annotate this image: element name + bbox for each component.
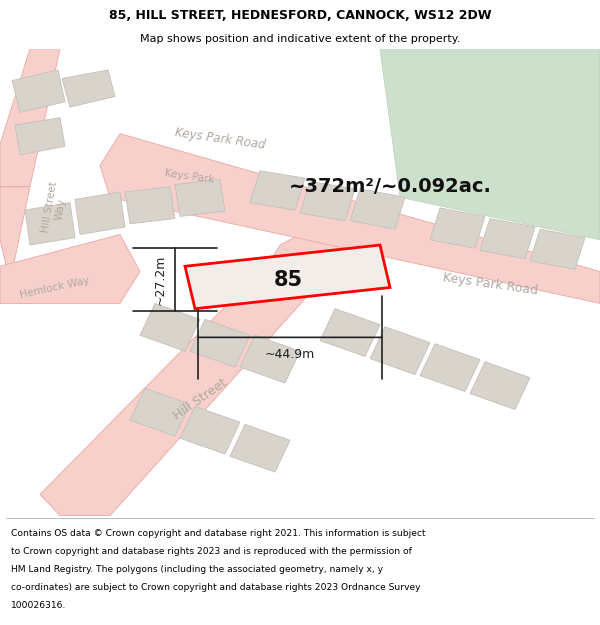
- Polygon shape: [300, 181, 355, 221]
- Polygon shape: [530, 229, 585, 269]
- Polygon shape: [230, 424, 290, 472]
- Text: to Crown copyright and database rights 2023 and is reproduced with the permissio: to Crown copyright and database rights 2…: [11, 547, 412, 556]
- Text: Hemlock Way: Hemlock Way: [19, 275, 91, 300]
- Polygon shape: [25, 202, 75, 245]
- Polygon shape: [380, 49, 600, 240]
- Text: ~372m²/~0.092ac.: ~372m²/~0.092ac.: [289, 177, 491, 196]
- Polygon shape: [480, 219, 535, 259]
- Polygon shape: [370, 327, 430, 374]
- Text: Keys Park Road: Keys Park Road: [174, 126, 266, 152]
- Text: Hill Street
Way: Hill Street Way: [40, 181, 70, 235]
- Text: Keys Park Road: Keys Park Road: [442, 271, 538, 298]
- Polygon shape: [240, 335, 300, 383]
- Polygon shape: [350, 189, 405, 229]
- Polygon shape: [320, 309, 380, 356]
- Polygon shape: [420, 344, 480, 391]
- Polygon shape: [12, 70, 65, 112]
- Polygon shape: [100, 134, 600, 303]
- Polygon shape: [180, 406, 240, 454]
- Polygon shape: [430, 208, 485, 248]
- Text: 85: 85: [274, 270, 302, 290]
- Text: Map shows position and indicative extent of the property.: Map shows position and indicative extent…: [140, 34, 460, 44]
- Text: HM Land Registry. The polygons (including the associated geometry, namely x, y: HM Land Registry. The polygons (includin…: [11, 565, 383, 574]
- Polygon shape: [75, 192, 125, 234]
- Text: Keys Park: Keys Park: [164, 168, 215, 184]
- Text: ~27.2m: ~27.2m: [154, 254, 167, 305]
- Polygon shape: [190, 319, 250, 367]
- Polygon shape: [0, 49, 60, 187]
- Polygon shape: [0, 187, 30, 282]
- Polygon shape: [62, 70, 115, 107]
- Polygon shape: [185, 245, 390, 309]
- Text: Contains OS data © Crown copyright and database right 2021. This information is : Contains OS data © Crown copyright and d…: [11, 529, 425, 538]
- Polygon shape: [130, 388, 190, 436]
- Polygon shape: [40, 261, 320, 516]
- Text: Hill Street: Hill Street: [171, 376, 229, 422]
- Text: 85, HILL STREET, HEDNESFORD, CANNOCK, WS12 2DW: 85, HILL STREET, HEDNESFORD, CANNOCK, WS…: [109, 9, 491, 22]
- Polygon shape: [175, 179, 225, 216]
- Polygon shape: [250, 171, 305, 210]
- Polygon shape: [470, 362, 530, 409]
- Text: co-ordinates) are subject to Crown copyright and database rights 2023 Ordnance S: co-ordinates) are subject to Crown copyr…: [11, 583, 420, 592]
- Polygon shape: [140, 303, 200, 351]
- Text: ~44.9m: ~44.9m: [265, 348, 315, 361]
- Polygon shape: [125, 187, 175, 224]
- Polygon shape: [0, 234, 140, 303]
- Polygon shape: [15, 118, 65, 155]
- Polygon shape: [270, 213, 370, 282]
- Text: 100026316.: 100026316.: [11, 601, 66, 610]
